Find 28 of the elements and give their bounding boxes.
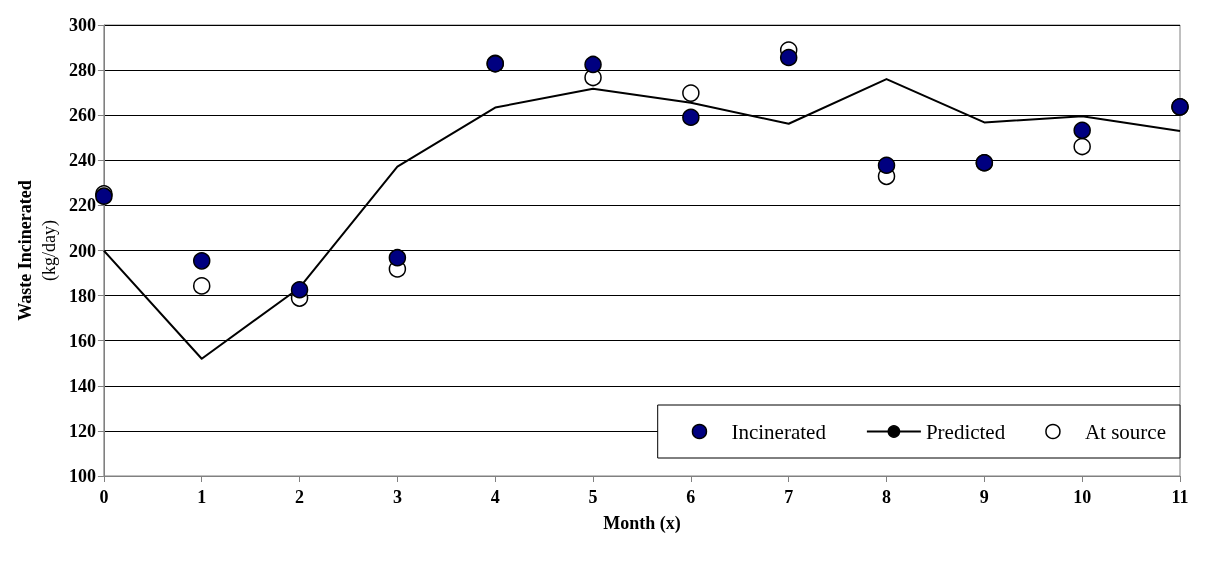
y-tick-label: 100 bbox=[68, 466, 96, 486]
x-tick-label: 5 bbox=[588, 487, 598, 507]
legend-label: Predicted bbox=[925, 419, 1006, 444]
y-tick-label: 160 bbox=[68, 330, 96, 351]
y-tick-label: 240 bbox=[68, 150, 96, 171]
y-tick-label: 300 bbox=[68, 15, 96, 35]
y-tick-label: 120 bbox=[68, 420, 96, 441]
x-tick-label: 1 bbox=[197, 487, 207, 507]
y-tick-label: 180 bbox=[68, 285, 96, 306]
x-tick-label: 10 bbox=[1073, 487, 1092, 507]
x-tick-label: 4 bbox=[490, 487, 500, 507]
legend-label: Incinerated bbox=[731, 419, 827, 444]
x-tick-label: 0 bbox=[99, 487, 109, 507]
y-tick-label: 220 bbox=[68, 195, 96, 216]
x-tick-label: 8 bbox=[882, 487, 892, 507]
x-tick-label: 11 bbox=[1171, 487, 1189, 507]
x-tick-label: 3 bbox=[392, 487, 402, 507]
x-tick-label: 9 bbox=[979, 487, 989, 507]
y-tick-label: 200 bbox=[68, 240, 96, 261]
x-tick-label: 2 bbox=[295, 487, 305, 507]
y-tick-label: 140 bbox=[68, 375, 96, 396]
x-axis-title: Month (x) bbox=[603, 513, 681, 534]
legend-label: At source bbox=[1084, 419, 1167, 444]
y-tick-label: 260 bbox=[68, 105, 96, 126]
y-tick-label: 280 bbox=[68, 60, 96, 81]
y-axis-title: Waste Incinerated (kg/day) bbox=[15, 180, 60, 321]
x-tick-label: 7 bbox=[784, 487, 794, 507]
x-tick-label: 6 bbox=[686, 487, 696, 507]
